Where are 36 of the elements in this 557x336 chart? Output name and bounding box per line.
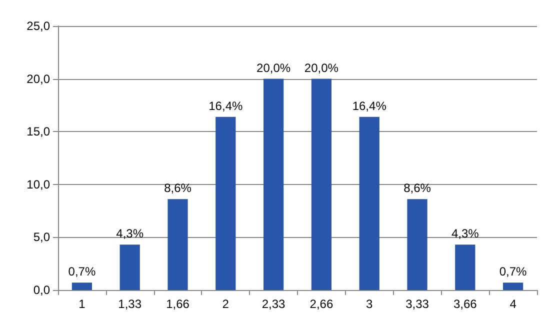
x-tick-label: 3,33 [406,297,430,311]
x-tick-label: 2 [222,297,230,311]
data-label: 20,0% [256,60,291,75]
x-tick-label: 2,66 [310,297,334,311]
data-label: 8,6% [164,181,192,196]
data-label: 8,6% [404,181,432,196]
bar [216,116,236,290]
x-tick-label: 3,66 [453,297,478,311]
bar [120,244,140,290]
x-tick-label: 1,33 [118,297,142,311]
bar [359,116,380,290]
x-tick-label: 2,33 [262,297,286,311]
bar [407,199,428,290]
y-tick-label: 0,0 [33,283,50,297]
data-label: 4,3% [451,226,480,241]
y-tick-label: 5,0 [33,230,50,244]
data-label: 0,7% [499,264,528,279]
data-label: 0,7% [68,264,96,279]
y-tick-label: 10,0 [26,177,50,192]
x-tick-label: 1,66 [166,297,190,311]
x-tick-label: 4 [510,297,517,311]
bar [168,199,188,290]
data-label: 20,0% [304,60,339,75]
bar [72,282,92,290]
data-label: 16,4% [352,98,387,113]
x-tick-label: 3 [366,297,374,311]
bar [502,282,524,290]
y-tick-label: 15,0 [26,124,50,139]
data-label: 16,4% [208,98,243,113]
x-tick-label: 1 [78,297,86,311]
y-tick-label: 20,0 [26,72,50,86]
bar [455,244,476,290]
bar [263,78,284,290]
data-label: 4,3% [116,226,144,241]
bar [311,78,332,290]
y-tick-label: 25,0 [26,19,50,33]
